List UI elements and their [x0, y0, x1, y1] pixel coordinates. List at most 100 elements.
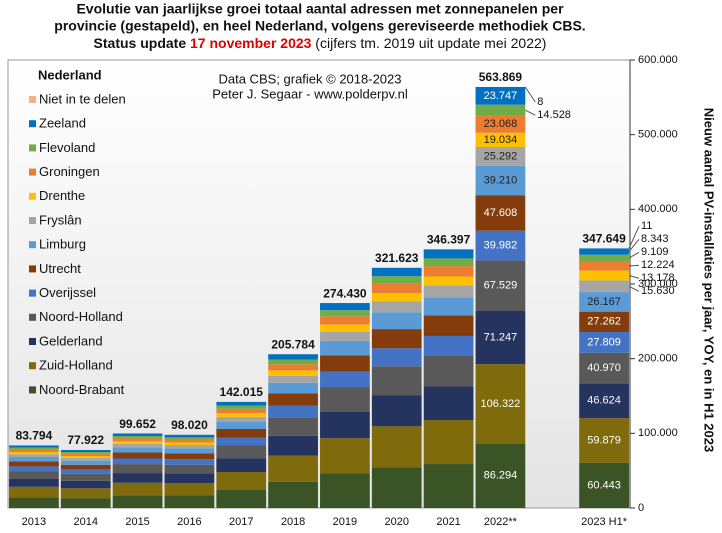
bar-segment	[216, 458, 267, 473]
bar-segment	[9, 497, 59, 508]
title-part: Status update	[94, 35, 190, 51]
bar-segment	[320, 387, 370, 412]
bar-segment	[60, 469, 111, 474]
legend-label: Overijssel	[39, 285, 96, 300]
bar-segment	[9, 478, 59, 487]
segment-label-outside: 15.630	[641, 285, 675, 297]
bar-segment	[371, 301, 422, 313]
leader-line	[524, 86, 536, 103]
bar-segment	[112, 495, 163, 508]
source-line: Peter J. Segaar - www.polderpv.nl	[212, 86, 408, 101]
leader-line	[628, 275, 640, 279]
bar-segment	[112, 441, 163, 444]
source-line: Data CBS; grafiek © 2018-2023	[218, 71, 401, 86]
segment-label-outside: 12.224	[641, 259, 675, 271]
bar-segment	[60, 458, 111, 461]
legend-swatch	[29, 338, 36, 345]
bar-segment	[371, 329, 422, 349]
legend-swatch	[29, 386, 36, 394]
bar-segment	[9, 457, 59, 462]
total-label: 347.649	[582, 232, 626, 246]
bar-segment	[320, 355, 370, 372]
bar-segment	[268, 481, 318, 508]
legend-label: Fryslân	[39, 212, 82, 227]
bar-segment	[216, 413, 267, 417]
legend-swatch	[29, 120, 36, 128]
legend-label: Gelderland	[39, 333, 103, 348]
legend-label: Flevoland	[39, 140, 95, 155]
bar-segment	[60, 498, 111, 508]
bar-segment	[216, 429, 267, 438]
legend-swatch	[29, 362, 36, 370]
total-label: 83.794	[16, 429, 53, 443]
bar-segment	[9, 449, 59, 452]
bar-segment	[423, 297, 474, 316]
segment-label-outside: 14.528	[537, 109, 571, 121]
bar-segment	[9, 461, 59, 467]
total-label: 99.652	[119, 417, 156, 431]
bar-segment	[268, 393, 318, 406]
leader-line	[628, 251, 640, 259]
bar-segment	[423, 335, 474, 356]
bar-segment	[268, 359, 318, 365]
x-tick-label: 2017	[229, 516, 253, 528]
legend-swatch	[29, 241, 36, 249]
legend-swatch	[29, 313, 36, 321]
legend-swatch	[29, 289, 36, 297]
bar-segment	[423, 266, 474, 277]
bar-segment	[164, 444, 215, 449]
legend-swatch	[29, 168, 36, 176]
segment-label: 71.247	[484, 331, 518, 343]
bar-segment	[216, 401, 267, 406]
bar-segment	[371, 395, 422, 427]
leader-line	[628, 226, 640, 249]
legend-label: Drenthe	[39, 188, 85, 203]
bar-segment	[216, 408, 267, 414]
segment-label: 106.322	[481, 398, 521, 410]
bar-segment	[268, 455, 318, 482]
bar-segment	[60, 456, 111, 459]
bar-segment	[60, 480, 111, 489]
segment-label: 39.982	[484, 240, 518, 252]
bar-segment	[579, 418, 629, 463]
bar-segment	[475, 260, 526, 311]
legend-label: Zeeland	[39, 116, 86, 131]
segment-label: 67.529	[484, 280, 518, 292]
plot-area	[7, 59, 631, 509]
y-tick-label: 300.000	[638, 278, 678, 290]
bar-segment	[320, 331, 370, 341]
legend-title: Nederland	[38, 67, 102, 82]
bar-segment	[475, 443, 526, 508]
bar-segment	[164, 495, 215, 508]
legend-label: Limburg	[39, 237, 86, 252]
bar-segment	[371, 467, 422, 508]
bar-segment	[423, 258, 474, 267]
legend-label: Zuid-Holland	[39, 358, 113, 373]
segment-label-outside: 8	[537, 96, 543, 108]
bar-segment	[579, 270, 629, 281]
bar-segment	[216, 437, 267, 446]
bar-segment	[475, 195, 526, 231]
segment-label-outside: 8.343	[641, 233, 669, 245]
bar-segment	[60, 488, 111, 499]
segment-label: 86.294	[484, 470, 518, 482]
bar-segment	[112, 438, 163, 442]
bar-segment	[423, 276, 474, 286]
bar-segment	[268, 405, 318, 418]
bar-segment	[164, 473, 215, 484]
segment-label: 26.167	[587, 296, 621, 308]
bar-segment	[320, 438, 370, 474]
bar-segment	[216, 472, 267, 491]
bar-segment	[216, 405, 267, 409]
bar-segment	[475, 165, 526, 196]
y-tick-label: 0	[638, 502, 644, 514]
bar-segment	[9, 471, 59, 479]
bar-segment	[112, 447, 163, 453]
x-tick-label: 2016	[177, 516, 201, 528]
legend-swatch	[29, 144, 36, 152]
bar-segment	[268, 417, 318, 436]
segment-label-outside: 9.109	[641, 246, 669, 258]
segment-label: 19.034	[484, 134, 518, 146]
bar-segment	[579, 254, 629, 262]
segment-label: 25.292	[484, 150, 518, 162]
